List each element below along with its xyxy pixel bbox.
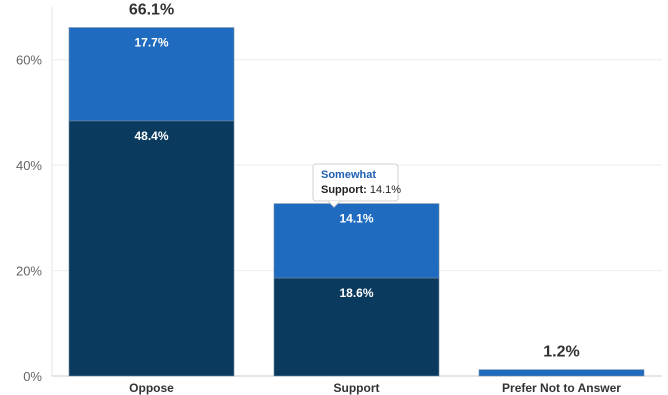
tooltip: Somewhat Support: 14.1% [312,163,401,208]
tooltip-value: 14.1% [370,184,401,196]
y-axis: 0% 20% 40% 60% [16,53,42,384]
tooltip-label: Support: [321,184,367,196]
total-label: 1.2% [543,344,579,361]
y-tick-label: 60% [16,53,42,68]
x-category-label: Support [334,381,380,395]
bar-segment [68,120,235,377]
bar-segment [478,369,645,377]
tooltip-title: Somewhat [321,169,376,181]
tooltip-box [312,163,399,202]
tooltip-body: Support: 14.1% [321,184,401,196]
data-label: 14.1% [339,212,373,226]
tooltip-pointer [327,200,341,208]
total-label: 66.1% [129,2,174,19]
data-label: 17.7% [134,36,168,50]
bar-segment [273,277,440,377]
x-category-label: Oppose [129,381,174,395]
y-tick-label: 40% [16,158,42,173]
y-tick-label: 20% [16,264,42,279]
bar-segment [273,203,440,279]
data-label: 48.4% [134,129,168,143]
y-tick-label: 0% [23,369,42,384]
bar-segment [68,27,235,122]
bars: 48.4% 17.7% 66.1% 18.6% 14.1% 1.2% [68,2,645,377]
x-category-label: Prefer Not to Answer [502,381,621,395]
x-axis: Oppose Support Prefer Not to Answer [129,381,621,395]
data-label: 18.6% [339,286,373,300]
